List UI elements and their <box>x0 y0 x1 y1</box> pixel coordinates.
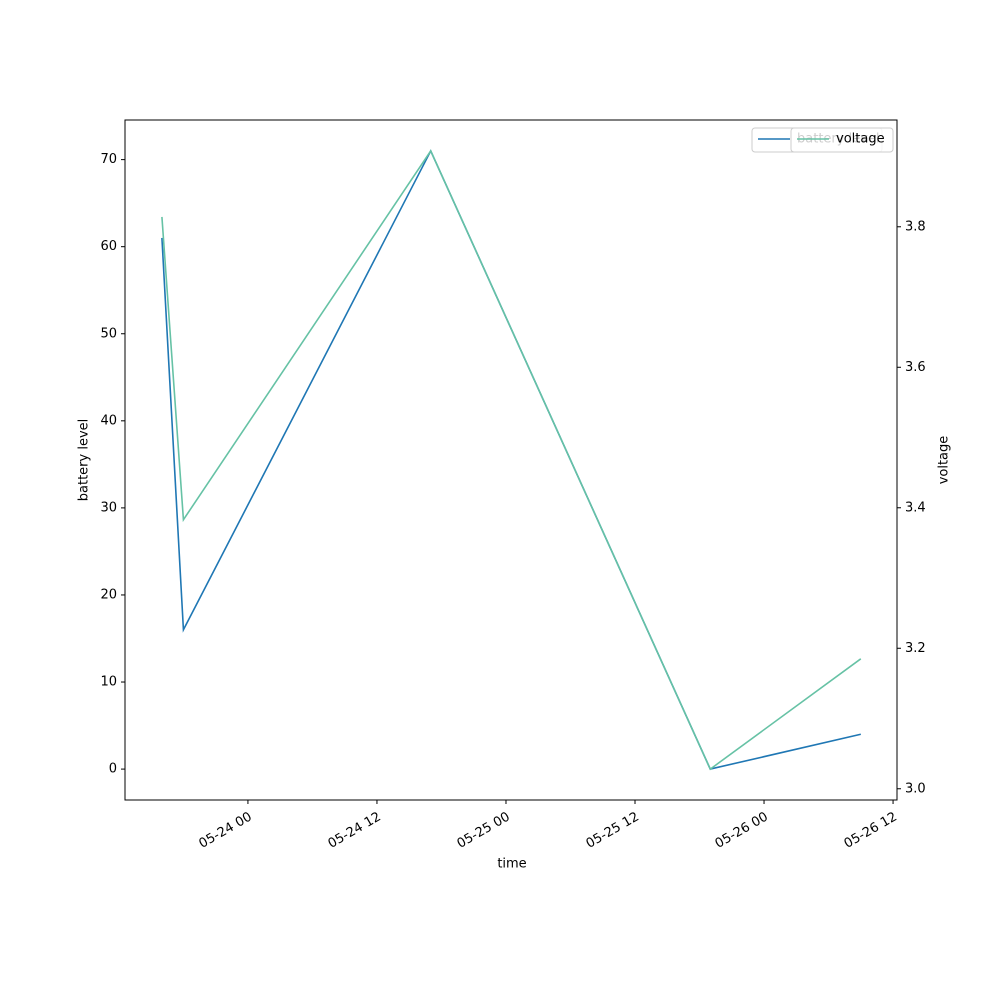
y2-tick-label: 3.2 <box>905 641 926 656</box>
y-axis-label: battery level <box>77 419 92 502</box>
y2-tick-label: 3.4 <box>905 500 926 515</box>
y-tick-label: 20 <box>100 587 117 602</box>
y2-axis-label: voltage <box>937 436 952 485</box>
plot-frame <box>124 119 898 801</box>
y-tick-label: 0 <box>109 762 117 777</box>
y-tick-label: 50 <box>100 326 117 341</box>
y-tick-label: 10 <box>100 675 117 690</box>
y2-tick-label: 3.0 <box>905 781 926 796</box>
y-tick-label: 70 <box>100 152 117 167</box>
y-tick-label: 40 <box>100 413 117 428</box>
series-line <box>161 149 862 771</box>
y2-tick-label: 3.6 <box>905 360 926 375</box>
legend-box <box>790 127 894 153</box>
y-tick-label: 60 <box>100 239 117 254</box>
y-tick-label: 30 <box>100 500 117 515</box>
legend-label: voltage <box>836 132 885 147</box>
x-axis-label: time <box>497 857 526 872</box>
y2-tick-label: 3.8 <box>905 219 926 234</box>
